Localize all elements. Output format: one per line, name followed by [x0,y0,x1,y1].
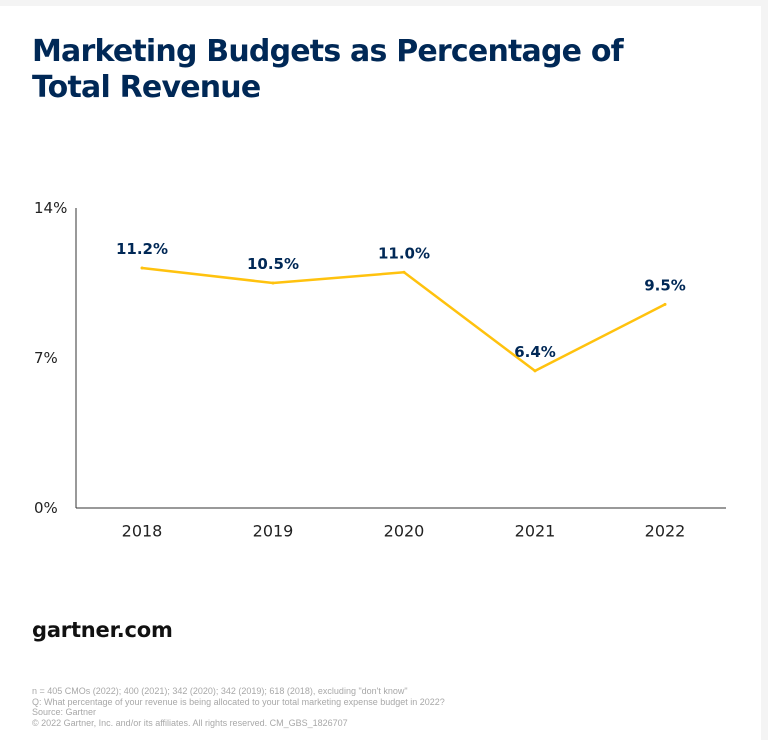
chart-axes: 0% 7% 14% 2018 2019 2020 2021 2022 [34,199,726,541]
x-tick-label: 2021 [515,522,556,541]
chart-series [140,266,667,373]
y-tick-label: 7% [34,349,58,367]
chart-card [0,6,761,740]
chart-labels: 11.2% 10.5% 11.0% 6.4% 9.5% [116,240,686,361]
footnote-source: Source: Gartner [32,707,97,717]
data-label: 9.5% [644,276,686,294]
footnote-copyright: © 2022 Gartner, Inc. and/or its affiliat… [32,717,348,728]
data-point [140,266,144,270]
footnote-sample: n = 405 CMOs (2022); 400 (2021); 342 (20… [32,686,408,696]
y-tick-label: 14% [34,199,67,217]
data-point [402,270,406,274]
x-tick-label: 2020 [384,522,425,541]
data-point [533,369,537,373]
brand-link[interactable]: gartner.com [32,618,173,642]
data-label: 6.4% [514,343,556,361]
footnote-question: Q: What percentage of your revenue is be… [32,696,445,707]
chart-title: Marketing Budgets as Percentage of Total… [32,34,624,105]
x-tick-label: 2019 [253,522,294,541]
data-point [271,281,275,285]
y-tick-label: 0% [34,499,58,517]
series-line [140,266,667,373]
x-tick-label: 2018 [122,522,163,541]
data-point [663,302,667,306]
x-tick-label: 2022 [645,522,686,541]
footnotes: n = 405 CMOs (2022); 400 (2021); 342 (20… [32,686,445,728]
data-label: 10.5% [247,255,299,273]
data-label: 11.0% [378,244,430,262]
data-label: 11.2% [116,240,168,258]
